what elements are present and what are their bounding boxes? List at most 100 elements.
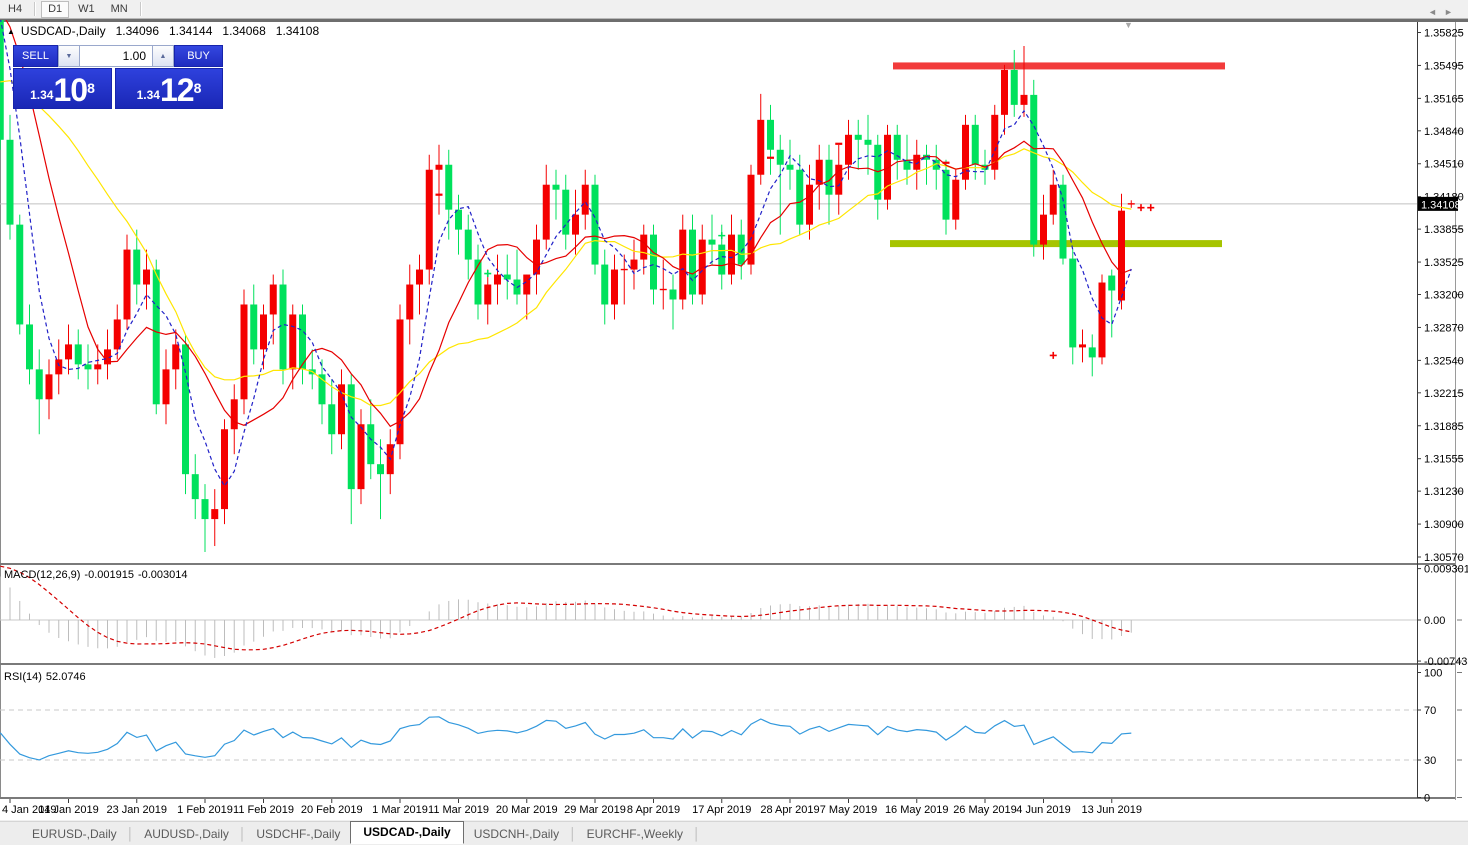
toolbar-separator — [139, 2, 142, 16]
tab-separator: │ — [693, 826, 701, 841]
price-axis-label: 1.35825 — [1424, 27, 1464, 39]
sell-price-pips: 10 — [53, 72, 88, 108]
candles — [0, 20, 1135, 553]
sell-price-button[interactable]: 1.34 10 8 — [13, 68, 112, 109]
date-axis-label: 7 May 2019 — [820, 804, 877, 816]
rsi-indicator-label: RSI(14) 52.0746 — [4, 671, 90, 683]
volume-increase-button[interactable]: ▲ — [152, 45, 174, 67]
sell-price-prefix: 1.34 — [30, 88, 54, 102]
price-axis-label: 1.32870 — [1424, 322, 1464, 334]
date-axis-label: 26 May 2019 — [953, 804, 1017, 816]
date-axis-label: 13 Jun 2019 — [1081, 804, 1142, 816]
current-price-badge — [1418, 196, 1458, 211]
timeframe-button-mn[interactable]: MN — [104, 1, 135, 18]
price-axis-label: 1.30900 — [1424, 519, 1464, 531]
date-axis-label: 1 Feb 2019 — [177, 804, 233, 816]
timeframe-toolbar: H4 D1 W1 MN — [0, 0, 1468, 19]
chart-shift-marker-icon[interactable]: ▼ — [1124, 20, 1133, 30]
date-axis-label: 29 Mar 2019 — [564, 804, 626, 816]
tab-audusd-daily[interactable]: AUDUSD-,Daily — [144, 826, 229, 841]
macd-signal-value: -0.003014 — [137, 569, 188, 581]
price-axis-label: 1.31885 — [1424, 421, 1464, 433]
buy-price-point: 8 — [193, 80, 202, 96]
tab-eurusd-daily[interactable]: EURUSD-,Daily — [32, 826, 117, 841]
tab-scroll-right-icon[interactable]: ► — [1444, 7, 1453, 17]
macd-signal-line — [0, 565, 1132, 651]
tab-eurchf-weekly[interactable]: EURCHF-,Weekly — [586, 826, 684, 841]
tab-scroll-left-icon[interactable]: ◄ — [1428, 7, 1437, 17]
buy-price-pips: 12 — [159, 72, 195, 108]
date-axis-label: 4 Jun 2019 — [1016, 804, 1070, 816]
rsi-axis-label: 100 — [1424, 668, 1442, 680]
tab-separator: │ — [126, 826, 135, 841]
price-axis-label: 1.30570 — [1424, 552, 1464, 564]
rsi-value: 52.0746 — [45, 671, 86, 683]
price-marker-icon — [718, 232, 726, 240]
support-level[interactable] — [890, 240, 1222, 248]
sell-button[interactable]: SELL — [13, 45, 58, 67]
toolbar-separator — [34, 2, 37, 16]
price-axis-label: 1.31230 — [1424, 486, 1464, 498]
sma20-line — [0, 80, 1132, 407]
price-axis-label: 1.31555 — [1424, 454, 1464, 466]
main-price-panel[interactable] — [0, 20, 1417, 553]
tab-usdchf-daily[interactable]: USDCHF-,Daily — [256, 826, 341, 841]
volume-input[interactable] — [80, 45, 152, 67]
timeframe-button-w1[interactable]: W1 — [71, 1, 102, 18]
sell-price-point: 8 — [87, 80, 95, 96]
price-marker-icon — [1137, 204, 1145, 212]
date-axis-label: 17 Apr 2019 — [692, 804, 751, 816]
trade-panel-top-row: SELL ▼ ▲ BUY — [13, 45, 225, 67]
macd-axis-label: -0.007433 — [1424, 656, 1468, 668]
ohlc-high: 1.34144 — [169, 24, 213, 38]
rsi-axis-label: 70 — [1424, 705, 1436, 717]
timeframe-button-h4[interactable]: H4 — [1, 1, 29, 18]
rsi-axis-label: 30 — [1424, 755, 1436, 767]
chart-canvas[interactable]: 1.358251.354951.351651.348401.345101.341… — [0, 20, 1468, 820]
price-axis-label: 1.34840 — [1424, 126, 1464, 138]
axes: 1.358251.354951.351651.348401.345101.341… — [2, 27, 1468, 816]
macd-axis-label: 0.00 — [1424, 615, 1445, 627]
buy-price-button[interactable]: 1.34 12 8 — [115, 68, 223, 109]
price-axis-label: 1.33200 — [1424, 290, 1464, 302]
tab-usdcnh-daily[interactable]: USDCNH-,Daily — [473, 826, 560, 841]
price-marker-icon — [1049, 351, 1057, 359]
resistance-level[interactable] — [893, 62, 1225, 70]
rsi-panel[interactable] — [0, 709, 1417, 761]
price-axis-label: 1.35165 — [1424, 93, 1464, 105]
volume-decrease-button[interactable]: ▼ — [58, 45, 80, 67]
date-axis-label: 11 Feb 2019 — [233, 804, 294, 816]
buy-button[interactable]: BUY — [174, 45, 223, 67]
tab-separator: │ — [569, 826, 577, 841]
rsi-axis-label: 0 — [1424, 793, 1430, 805]
date-axis-label: 1 Mar 2019 — [372, 804, 428, 816]
trade-panel-price-row: 1.34 10 8 1.34 12 8 — [13, 68, 225, 109]
macd-value: -0.001915 — [84, 569, 134, 581]
date-axis-label: 8 Apr 2019 — [627, 804, 680, 816]
macd-name: MACD(12,26,9) — [4, 569, 81, 581]
sma5-line — [0, 20, 1132, 488]
price-axis-label: 1.33855 — [1424, 224, 1464, 236]
price-axis-label: 1.35495 — [1424, 60, 1464, 72]
macd-panel[interactable] — [0, 565, 1417, 658]
price-axis-label: 1.32540 — [1424, 355, 1464, 367]
chevron-down-icon: ▼ — [65, 52, 73, 60]
date-axis-label: 20 Mar 2019 — [496, 804, 558, 816]
price-marker-icon — [1147, 204, 1155, 212]
chart-symbol-label: USDCAD-,Daily — [20, 24, 106, 38]
date-axis-label: 20 Feb 2019 — [301, 804, 363, 816]
macd-indicator-label: MACD(12,26,9) -0.001915 -0.003014 — [4, 569, 192, 581]
timeframe-button-d1[interactable]: D1 — [41, 0, 70, 18]
rsi-name: RSI(14) — [4, 671, 42, 683]
macd-axis-label: 0.009301 — [1424, 564, 1468, 576]
tab-usdcad-daily[interactable]: USDCAD-,Daily — [350, 821, 464, 844]
date-axis-label: 11 Mar 2019 — [428, 804, 489, 816]
date-axis-label: 23 Jan 2019 — [106, 804, 167, 816]
price-axis-label: 1.33525 — [1424, 257, 1464, 269]
panel-collapse-icon[interactable]: ▲ — [7, 26, 15, 36]
chart-title: ▲ USDCAD-,Daily 1.34096 1.34144 1.34068 … — [7, 24, 319, 38]
date-axis-label: 16 May 2019 — [885, 804, 949, 816]
price-axis-label: 1.32215 — [1424, 388, 1464, 400]
buy-price-prefix: 1.34 — [136, 88, 160, 102]
